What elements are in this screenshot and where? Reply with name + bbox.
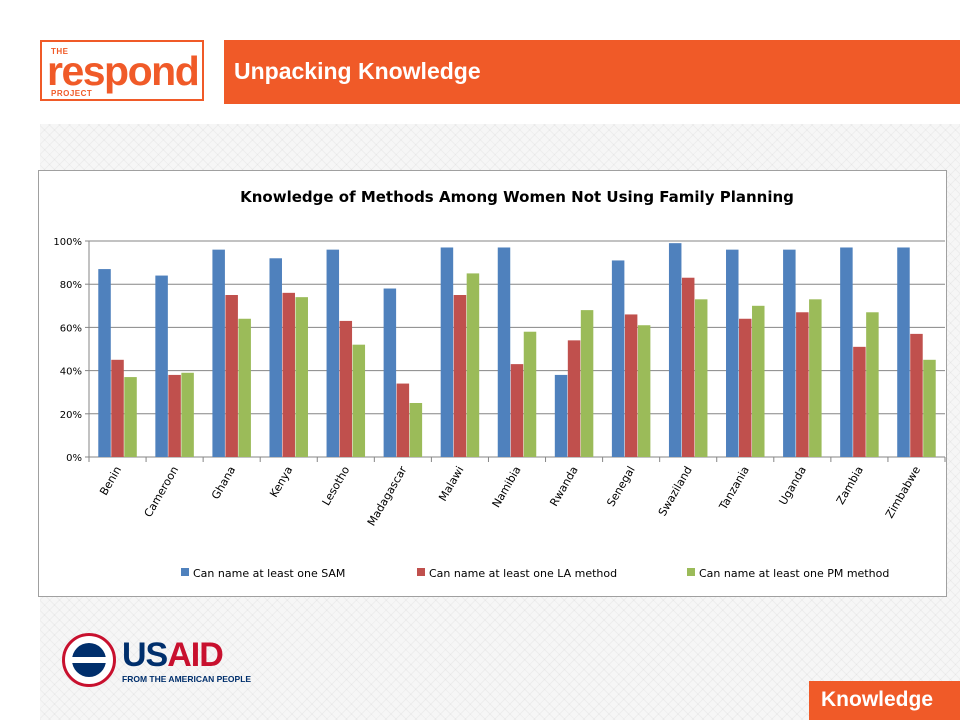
y-tick-label: 0% (66, 453, 82, 464)
x-tick-label: Ghana (209, 464, 238, 502)
respond-logo: THE respond PROJECT (40, 40, 204, 101)
bar (98, 269, 111, 457)
title-bar: Unpacking Knowledge (224, 40, 960, 104)
x-tick-label: Namibia (490, 464, 524, 510)
bar (181, 372, 194, 457)
bar (739, 318, 752, 457)
logo-project: PROJECT (51, 89, 93, 98)
bar (212, 249, 225, 457)
bar (295, 297, 308, 457)
logo-word: respond (47, 48, 200, 94)
bar (554, 374, 568, 457)
bar (466, 273, 480, 457)
x-tick-label: Malawi (436, 464, 466, 503)
bar-chart: Knowledge of Methods Among Women Not Usi… (53, 188, 946, 580)
bar (923, 359, 936, 457)
bar (124, 377, 137, 457)
bar (866, 312, 879, 457)
bar (611, 260, 625, 457)
bar (111, 359, 124, 457)
logo-the: THE (51, 47, 69, 56)
bar (282, 292, 295, 457)
bar (396, 383, 410, 457)
y-tick-label: 100% (53, 237, 82, 248)
bar (238, 318, 251, 457)
x-tick-label: Benin (97, 464, 124, 498)
bar (580, 310, 594, 457)
bar (409, 403, 423, 457)
bar (352, 344, 366, 457)
legend-label: Can name at least one LA method (429, 567, 617, 580)
usaid-tagline: FROM THE AMERICAN PEOPLE (122, 674, 252, 684)
bar (440, 247, 454, 457)
y-tick-label: 60% (60, 323, 82, 334)
x-tick-label: Senegal (604, 464, 637, 509)
bar (523, 331, 537, 457)
x-tick-label: Rwanda (547, 464, 580, 509)
x-tick-label: Zambia (834, 464, 866, 507)
legend-swatch (417, 568, 425, 576)
x-tick-label: Swaziland (656, 464, 695, 518)
bar (624, 314, 638, 457)
usaid-seal-icon (62, 633, 116, 687)
legend-label: Can name at least one SAM (193, 567, 345, 580)
usaid-logo: USAID FROM THE AMERICAN PEOPLE (62, 633, 252, 691)
bar (897, 247, 910, 457)
bar (752, 305, 765, 457)
usaid-us: US (122, 636, 168, 674)
bar (726, 249, 739, 457)
bar (809, 299, 822, 457)
page-title: Unpacking Knowledge (234, 58, 481, 84)
y-tick-label: 80% (60, 280, 82, 291)
bar (796, 312, 809, 457)
bar (168, 374, 181, 457)
bar (681, 277, 695, 457)
y-tick-label: 40% (60, 367, 82, 378)
bar (910, 333, 923, 457)
bar (383, 288, 397, 457)
legend-swatch (181, 568, 189, 576)
bar (668, 243, 682, 457)
bar (567, 340, 581, 457)
bar (497, 247, 511, 457)
bar (637, 325, 651, 457)
chart-title: Knowledge of Methods Among Women Not Usi… (240, 188, 794, 206)
bar (155, 275, 168, 457)
section-badge: Knowledge (809, 681, 960, 720)
bar (853, 346, 866, 457)
legend-label: Can name at least one PM method (699, 567, 889, 580)
bar (783, 249, 796, 457)
x-tick-label: Lesotho (320, 464, 353, 508)
bar (326, 249, 340, 457)
x-tick-label: Kenya (267, 464, 295, 500)
usaid-aid: AID (167, 636, 224, 674)
x-tick-label: Zimbabwe (883, 464, 923, 521)
y-tick-label: 20% (60, 410, 82, 421)
usaid-wordmark: USAID (122, 636, 224, 674)
section-badge-label: Knowledge (821, 688, 934, 711)
chart-frame: Knowledge of Methods Among Women Not Usi… (38, 170, 947, 597)
bar (694, 299, 708, 457)
bar (339, 320, 353, 457)
x-tick-label: Uganda (776, 464, 809, 507)
bar (269, 258, 282, 457)
bar (840, 247, 853, 457)
legend-swatch (687, 568, 695, 576)
bar (453, 295, 467, 457)
bar (510, 364, 524, 457)
x-tick-label: Cameroon (142, 464, 182, 520)
x-tick-label: Madagascar (365, 464, 410, 529)
bar (225, 295, 238, 457)
x-tick-label: Tanzania (716, 464, 752, 513)
